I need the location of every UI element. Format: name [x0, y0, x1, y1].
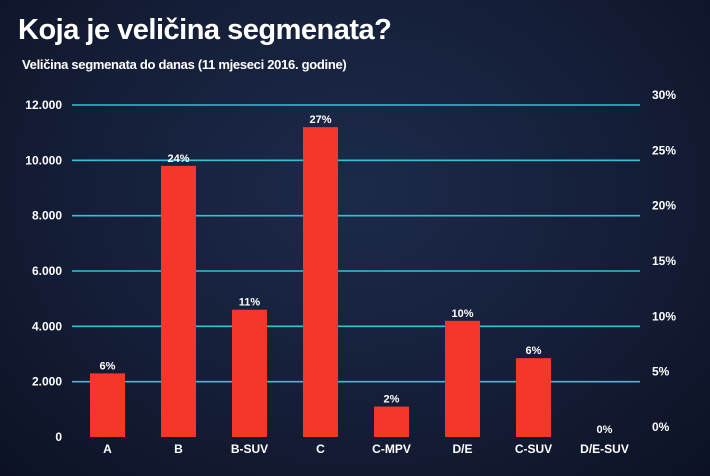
- y2-tick-label: 20%: [652, 199, 676, 213]
- y-tick-label: 4.000: [32, 319, 62, 333]
- y2-tick-label: 30%: [652, 88, 676, 102]
- bars: [90, 127, 551, 437]
- chart-labels: 0 0% 2.000 5% 4.000 10% 6.000 15% 8.000 20% 10.000…: [25, 88, 676, 456]
- y-tick-label: 10.000: [25, 153, 62, 167]
- chart-title: Koja je veličina segmenata?: [18, 14, 392, 46]
- y-tick-label: 6.000: [32, 264, 62, 278]
- data-label: 2%: [384, 394, 400, 406]
- data-label: 24%: [167, 153, 189, 165]
- category-label: B-SUV: [231, 442, 268, 456]
- data-label: 0%: [597, 424, 613, 436]
- category-label: C-MPV: [372, 442, 411, 456]
- bar: [232, 309, 267, 437]
- data-label: 27%: [309, 114, 331, 126]
- category-label: D/E-SUV: [580, 442, 629, 456]
- category-label: D/E: [452, 442, 472, 456]
- y-tick-label: 0: [55, 430, 62, 444]
- bar: [516, 358, 551, 437]
- category-label: B: [174, 442, 183, 456]
- data-label: 10%: [451, 308, 473, 320]
- category-label: C-SUV: [515, 442, 552, 456]
- y2-tick-label: 10%: [652, 309, 676, 323]
- data-label: 11%: [239, 297, 261, 309]
- y2-tick-label: 0%: [652, 420, 670, 434]
- y-tick-label: 12.000: [25, 98, 62, 112]
- category-label: C: [316, 442, 325, 456]
- y-tick-label: 8.000: [32, 209, 62, 223]
- bar: [90, 373, 125, 437]
- data-label: 6%: [526, 345, 542, 357]
- y-tick-label: 2.000: [32, 375, 62, 389]
- bar: [445, 320, 480, 437]
- y2-tick-label: 25%: [652, 143, 676, 157]
- chart-subtitle: Veličina segmenata do danas (11 mjeseci …: [22, 57, 347, 72]
- gridlines: [72, 104, 640, 383]
- y2-tick-label: 15%: [652, 254, 676, 268]
- data-label: 6%: [100, 360, 116, 372]
- y2-tick-label: 5%: [652, 365, 670, 379]
- bar: [303, 127, 338, 437]
- category-label: A: [103, 442, 112, 456]
- bar: [374, 406, 409, 437]
- bar: [161, 165, 196, 437]
